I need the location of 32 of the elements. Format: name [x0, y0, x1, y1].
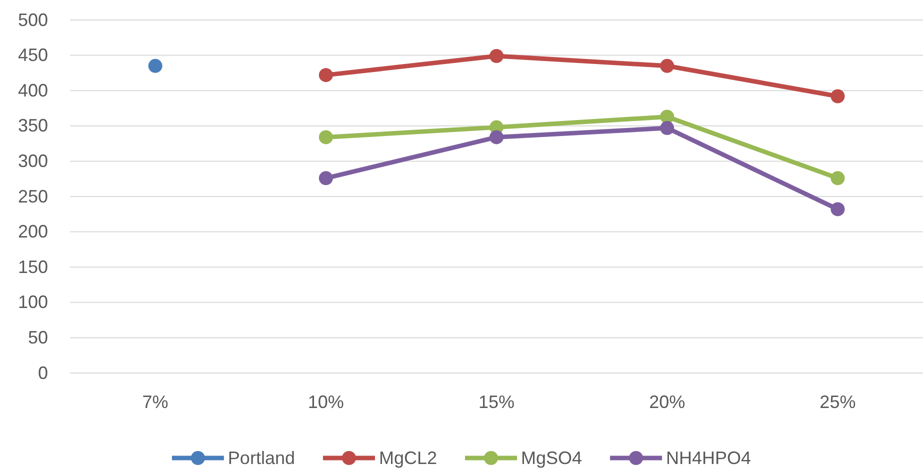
x-tick-label: 20%: [649, 392, 686, 412]
x-tick-label: 7%: [142, 392, 168, 412]
y-tick-label: 200: [18, 222, 48, 242]
x-tick-label: 25%: [820, 392, 856, 412]
y-tick-label: 100: [18, 292, 48, 312]
y-tick-label: 150: [18, 256, 48, 277]
point: [660, 121, 674, 136]
legend-label: NH4HPO4: [666, 448, 752, 468]
y-tick-label: 400: [18, 80, 48, 100]
point: [490, 130, 504, 144]
legend-label: MgSO4: [521, 448, 582, 468]
legend-label: MgCL2: [378, 448, 438, 468]
point: [148, 58, 162, 73]
y-tick-label: 50: [28, 327, 48, 348]
point: [830, 202, 845, 216]
y-tick-label: 250: [18, 186, 48, 206]
y-tick-label: 500: [18, 10, 48, 30]
y-tick-label: 450: [18, 45, 48, 66]
point: [660, 58, 674, 73]
point: [490, 49, 504, 64]
point: [318, 130, 333, 144]
point: [830, 89, 845, 104]
point: [318, 68, 333, 82]
point: [318, 171, 333, 186]
point: [830, 171, 845, 186]
point: [660, 110, 674, 124]
legend-label: Portland: [228, 448, 295, 468]
y-tick-label: 300: [18, 150, 48, 171]
y-tick-label: 350: [18, 116, 48, 136]
x-tick-label: 15%: [478, 392, 515, 412]
x-tick-label: 10%: [308, 392, 344, 412]
y-tick-label: 0: [38, 362, 48, 383]
